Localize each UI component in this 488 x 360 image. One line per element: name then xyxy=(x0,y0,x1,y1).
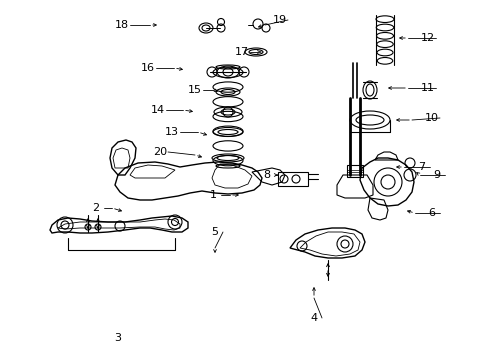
Text: 17: 17 xyxy=(234,47,248,57)
Text: 15: 15 xyxy=(187,85,202,95)
Text: 9: 9 xyxy=(432,170,440,180)
Text: 6: 6 xyxy=(427,208,435,218)
Text: 12: 12 xyxy=(420,33,434,43)
Text: 16: 16 xyxy=(141,63,155,73)
Text: 8: 8 xyxy=(263,170,270,180)
Text: 2: 2 xyxy=(92,203,100,213)
Text: 18: 18 xyxy=(115,20,129,30)
Bar xyxy=(346,165,362,177)
Text: 14: 14 xyxy=(151,105,165,115)
Text: 20: 20 xyxy=(153,147,167,157)
Text: 19: 19 xyxy=(272,15,286,25)
Text: 13: 13 xyxy=(164,127,179,137)
Text: 10: 10 xyxy=(424,113,438,123)
Text: 3: 3 xyxy=(114,333,121,343)
Text: 4: 4 xyxy=(310,313,317,323)
Text: 7: 7 xyxy=(418,162,425,172)
Text: 5: 5 xyxy=(211,227,218,237)
Text: 11: 11 xyxy=(420,83,434,93)
Bar xyxy=(278,172,307,186)
Text: 1: 1 xyxy=(209,190,216,200)
